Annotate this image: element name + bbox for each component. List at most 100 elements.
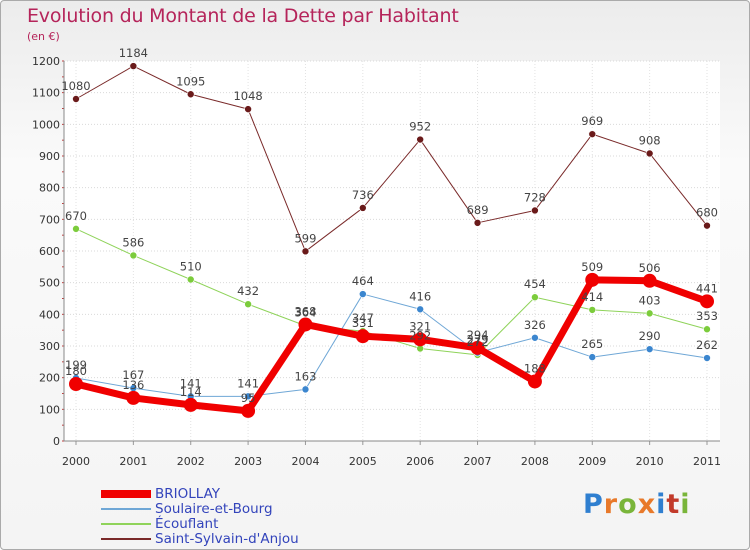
- data-point-saint-sylvain-d-anjou: [186, 90, 195, 99]
- data-label-saint-sylvain-d-anjou: 689: [467, 203, 489, 217]
- data-point-couflant: [72, 225, 80, 233]
- data-label-briollay: 180: [65, 364, 87, 378]
- data-label-briollay: 506: [639, 261, 661, 275]
- data-point-saint-sylvain-d-anjou: [244, 105, 252, 113]
- data-point-soulaire-et-bourg: [416, 305, 424, 314]
- data-point-couflant: [244, 300, 252, 309]
- legend-swatch: [101, 538, 151, 540]
- data-label-briollay: 368: [294, 304, 316, 318]
- y-tick-label: 200: [39, 372, 60, 385]
- data-label-briollay: 136: [122, 378, 144, 392]
- legend-label: Saint-Sylvain-d'Anjou: [155, 531, 299, 547]
- data-label-briollay: 114: [180, 385, 202, 399]
- data-label-saint-sylvain-d-anjou: 736: [352, 188, 374, 202]
- data-label-couflant: 353: [696, 309, 718, 323]
- data-point-saint-sylvain-d-anjou: [531, 206, 539, 215]
- data-label-briollay: 321: [409, 319, 431, 333]
- data-label-saint-sylvain-d-anjou: 969: [581, 114, 603, 128]
- series-line-briollay: [72, 276, 711, 415]
- data-label-soulaire-et-bourg: 265: [581, 337, 603, 351]
- data-point-soulaire-et-bourg: [359, 290, 367, 298]
- data-point-couflant: [129, 251, 138, 260]
- legend-label: BRIOLLAY: [155, 486, 221, 502]
- legend-swatch: [101, 523, 151, 525]
- x-tick-label: 2000: [62, 455, 90, 468]
- data-point-briollay: [298, 317, 313, 332]
- data-label-saint-sylvain-d-anjou: 1095: [176, 74, 205, 88]
- data-label-saint-sylvain-d-anjou: 599: [294, 231, 316, 245]
- data-point-couflant: [186, 275, 195, 284]
- plot-area: [64, 61, 720, 441]
- y-tick-label: 100: [39, 403, 60, 416]
- data-point-saint-sylvain-d-anjou: [588, 130, 597, 138]
- data-label-soulaire-et-bourg: 416: [409, 289, 431, 303]
- data-label-briollay: 509: [581, 260, 603, 274]
- data-point-saint-sylvain-d-anjou: [301, 247, 310, 256]
- data-label-couflant: 510: [180, 260, 202, 274]
- data-label-saint-sylvain-d-anjou: 728: [524, 190, 546, 204]
- y-tick-label: 600: [39, 245, 60, 258]
- data-point-briollay: [183, 397, 198, 412]
- data-label-briollay: 294: [467, 328, 489, 342]
- y-tick-label: 800: [39, 182, 60, 195]
- legend-label: Soulaire-et-Bourg: [155, 501, 273, 517]
- data-point-couflant: [531, 293, 539, 302]
- data-point-soulaire-et-bourg: [301, 385, 310, 394]
- data-label-couflant: 272: [467, 335, 489, 349]
- data-point-briollay: [700, 294, 714, 309]
- x-tick-label: 2004: [291, 455, 319, 468]
- data-label-saint-sylvain-d-anjou: 1048: [233, 89, 262, 103]
- logo-letter: P: [583, 489, 604, 520]
- legend-swatch: [101, 508, 151, 510]
- data-point-briollay: [470, 340, 485, 355]
- data-point-briollay: [585, 272, 600, 287]
- data-label-saint-sylvain-d-anjou: 952: [409, 120, 431, 134]
- data-point-soulaire-et-bourg: [588, 353, 597, 361]
- logo-letter: i: [680, 489, 691, 520]
- y-tick-label: 1100: [32, 87, 60, 100]
- data-point-saint-sylvain-d-anjou: [359, 204, 367, 212]
- data-point-saint-sylvain-d-anjou: [416, 135, 424, 144]
- data-label-soulaire-et-bourg: 279: [467, 333, 489, 347]
- logo-letter: x: [637, 489, 657, 520]
- data-point-saint-sylvain-d-anjou: [473, 219, 482, 227]
- data-point-soulaire-et-bourg: [703, 354, 711, 362]
- data-point-saint-sylvain-d-anjou: [129, 62, 138, 70]
- data-label-couflant: 403: [639, 293, 661, 307]
- data-point-couflant: [703, 325, 711, 334]
- data-label-soulaire-et-bourg: 167: [122, 368, 144, 382]
- y-tick-label: 700: [39, 213, 60, 226]
- x-tick-label: 2003: [234, 455, 262, 468]
- data-label-couflant: 586: [122, 235, 144, 249]
- data-label-saint-sylvain-d-anjou: 1080: [61, 79, 90, 93]
- data-point-couflant: [588, 306, 597, 314]
- x-tick-label: 2008: [521, 455, 549, 468]
- x-tick-label: 2005: [349, 455, 377, 468]
- data-label-couflant: 432: [237, 284, 259, 298]
- data-label-soulaire-et-bourg: 163: [294, 369, 316, 383]
- data-label-saint-sylvain-d-anjou: 908: [639, 133, 661, 147]
- series-line-soulaire-et-bourg: [75, 293, 708, 397]
- y-tick-label: 400: [39, 308, 60, 321]
- data-point-briollay: [642, 273, 657, 288]
- logo-letter: t: [666, 489, 681, 520]
- legend-label: Écouflant: [155, 516, 219, 532]
- data-point-soulaire-et-bourg: [244, 392, 252, 401]
- data-point-briollay: [527, 374, 542, 389]
- y-tick-label: 900: [39, 150, 60, 163]
- data-label-couflant: 454: [524, 277, 546, 291]
- data-label-saint-sylvain-d-anjou: 680: [696, 206, 718, 220]
- data-label-couflant: 292: [409, 329, 431, 343]
- data-label-couflant: 414: [581, 290, 603, 304]
- x-tick-label: 2009: [578, 455, 606, 468]
- y-tick-label: 500: [39, 277, 60, 290]
- y-tick-label: 0: [53, 435, 60, 448]
- legend-swatch: [101, 490, 151, 498]
- logo-letter: r: [603, 489, 619, 520]
- y-tick-label: 1200: [32, 55, 60, 68]
- x-tick-label: 2001: [119, 455, 147, 468]
- data-label-soulaire-et-bourg: 290: [639, 329, 661, 343]
- series-line-saint-sylvain-d-anjou: [75, 65, 708, 252]
- chart-title: Evolution du Montant de la Dette par Hab…: [27, 5, 459, 27]
